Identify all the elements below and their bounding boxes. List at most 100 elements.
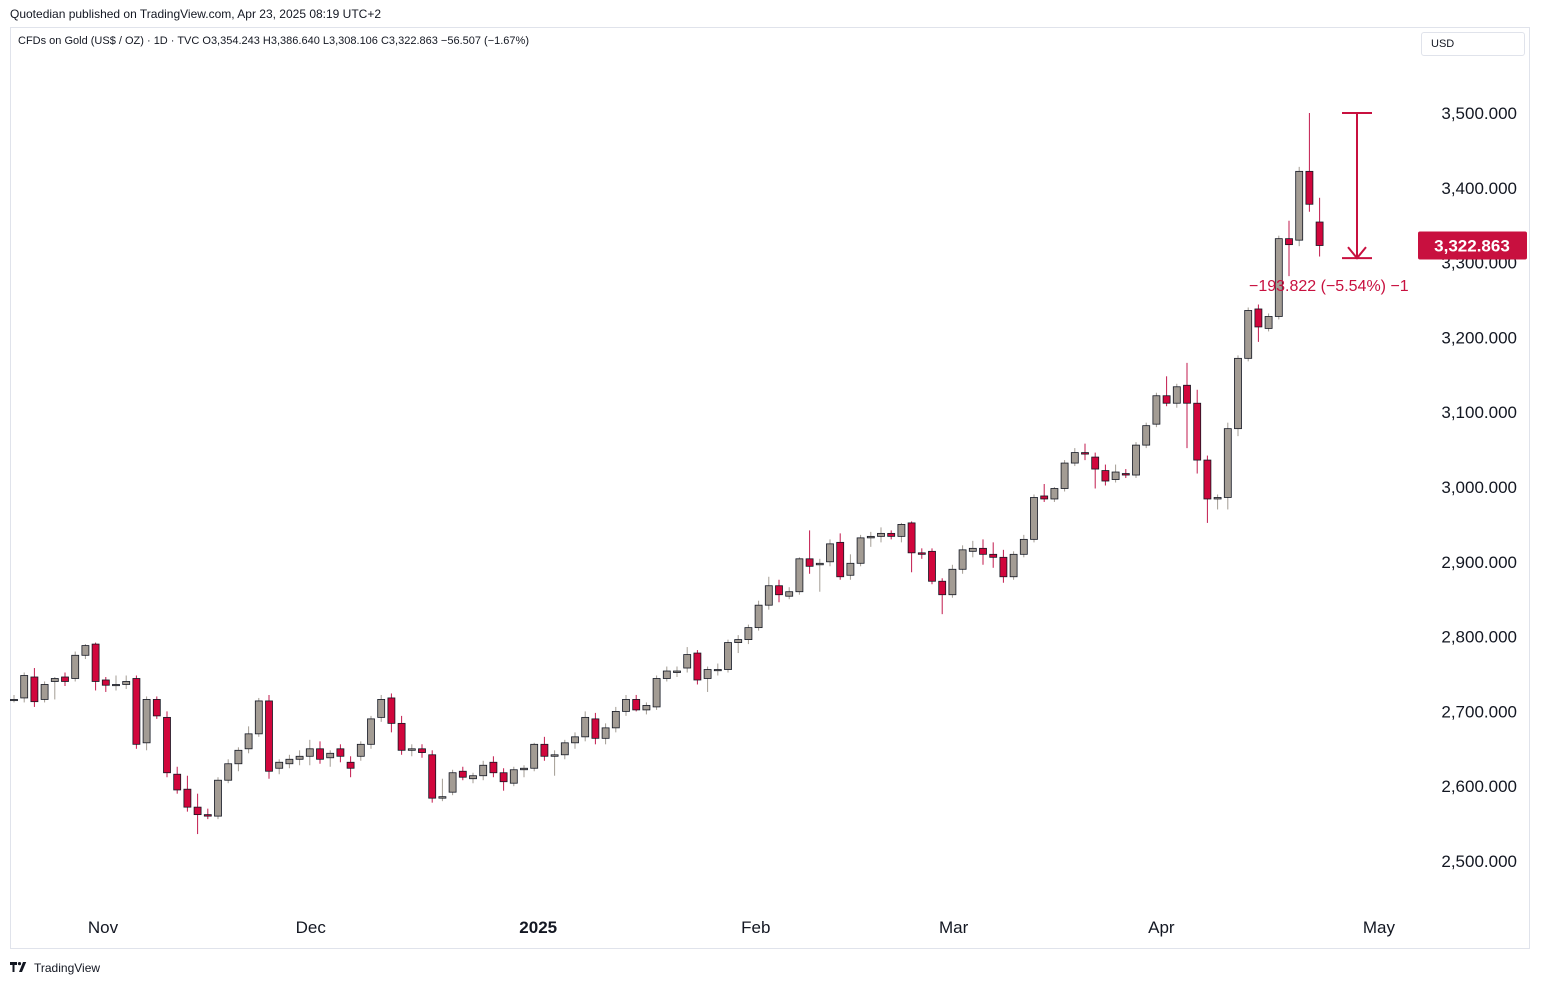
candle [173,766,182,794]
candle [193,793,202,835]
candle [214,777,222,820]
candle [30,668,39,707]
y-tick-label: 2,600.000 [1441,777,1517,796]
currency-selector[interactable]: USD [1421,32,1525,56]
candle-body [642,705,651,711]
candle [71,651,80,682]
candle [101,676,110,692]
candle-body [877,532,885,537]
candle [1213,494,1222,510]
candle-body [101,679,110,686]
candle [295,750,304,766]
candle-body [724,642,732,670]
candle-body [203,814,212,817]
candle [265,694,273,779]
candle [142,696,151,751]
candle [418,744,426,758]
candle [10,694,18,703]
candle [489,756,498,778]
candle [571,732,579,749]
candle-body [91,643,100,682]
publisher-line: Quotedian published on TradingView.com, … [10,7,382,21]
candle [1040,484,1049,502]
candle-body [285,758,294,765]
candle-body [367,718,375,745]
candle-body [1254,308,1263,328]
candle [1172,383,1181,408]
candle-body [601,727,610,739]
candle-body [581,716,590,738]
candle [1254,304,1263,342]
candle-body [10,699,18,702]
candle [244,726,253,754]
candle [346,756,355,778]
candle-body [652,678,661,708]
price-range-measure: −193.822 (−5.54%) −1 [1249,112,1409,295]
candle-body [693,652,702,681]
candle [203,808,212,820]
candle [367,715,375,749]
candle-body [928,550,936,582]
candle-body [489,761,498,774]
candle-body [61,676,69,682]
candle-body [397,722,406,751]
candle-body [713,669,722,672]
candle-body [734,639,743,643]
candle [1244,307,1253,362]
candle [826,539,834,567]
candle [856,534,865,567]
measure-arrowhead [1347,246,1367,260]
candle [662,666,671,682]
candle [1030,494,1038,543]
candle-body [509,769,518,784]
candle-body [1050,488,1059,500]
candle-body [795,558,804,593]
candle-body [428,754,437,799]
candle [979,539,987,565]
candle [591,712,600,745]
candle [316,741,324,764]
candle-body [356,743,365,757]
candle-body [254,700,263,735]
candle-body [1101,470,1110,482]
candle-body [469,775,477,780]
candle-body [1193,402,1202,461]
candle [1203,455,1212,523]
candle-body [1142,425,1151,446]
candle-body [183,788,192,808]
candle-body [560,742,569,756]
candle-body [1305,170,1314,205]
footer-brand-label: TradingView [34,961,101,975]
candle-body [775,585,783,596]
candle [560,739,569,760]
candle-body [764,585,773,606]
candle [581,711,590,742]
candle [1193,389,1202,474]
y-tick-label: 3,200.000 [1441,328,1517,347]
candle-body [897,524,906,537]
candle [305,739,314,766]
candle-body [846,562,855,576]
candle-body [479,764,488,777]
candle-body [132,678,141,745]
candle [1091,452,1100,489]
y-tick-label: 2,800.000 [1441,628,1517,647]
candle-body [968,547,977,552]
candle [458,766,467,781]
candle-body [407,748,416,751]
chart-frame[interactable] [10,27,1530,949]
x-tick-label: Dec [296,918,327,937]
candle-body [50,678,59,682]
candle [1274,235,1283,320]
candle-body [540,743,549,757]
candle [1111,464,1120,483]
x-tick-label: May [1363,918,1396,937]
candle-body [550,754,559,757]
candle-body [887,532,896,537]
candle [122,675,131,689]
candle [764,576,773,610]
candle [673,666,681,677]
candle [112,675,120,691]
candle-body [1040,495,1049,500]
